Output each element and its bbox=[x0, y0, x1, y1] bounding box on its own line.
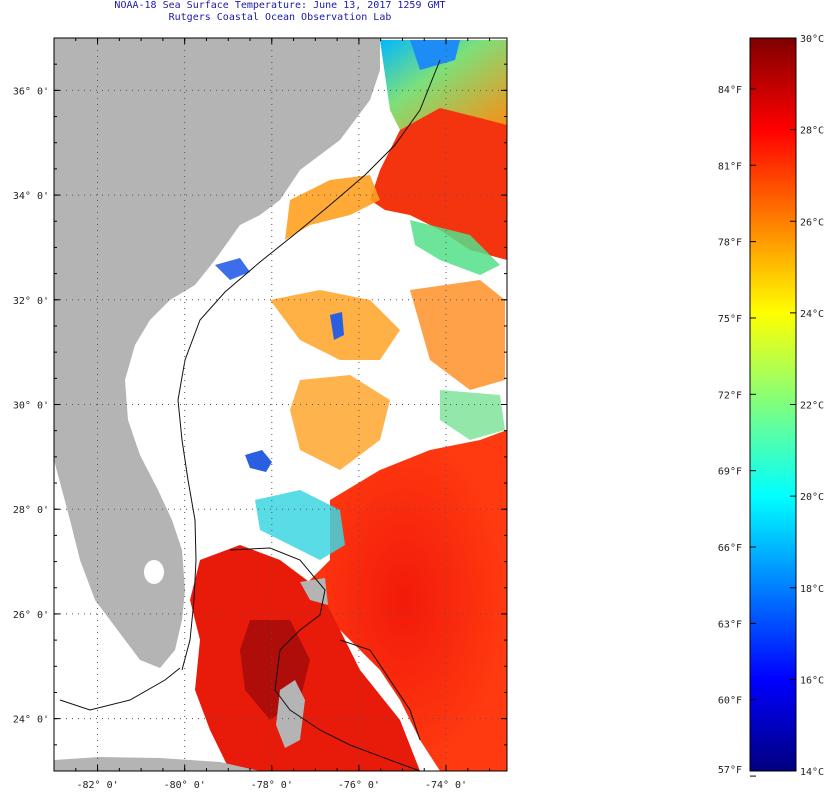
cuba-coast bbox=[54, 757, 260, 771]
bahamas-contour-2 bbox=[339, 639, 421, 741]
fahrenheit-label: 63°F bbox=[718, 619, 742, 630]
map-subtitle: Rutgers Coastal Ocean Observation Lab bbox=[168, 12, 392, 23]
celsius-label: 26°C bbox=[800, 217, 824, 228]
scale-labels: 30°C 28°C 26°C 24°C 22°C 20°C 18°C 16°C 14°C 84°F… bbox=[718, 34, 824, 778]
sst-map: 36° 0' 34° 0' 32° 0' 30° 0' 28° 0' 26° 0' 24° … bbox=[13, 37, 508, 791]
fahrenheit-label: 75°F bbox=[718, 314, 742, 325]
lat-tick-label: 34° 0' bbox=[13, 191, 49, 202]
contour-2 bbox=[59, 667, 181, 711]
sst-region-blue-patch-2 bbox=[330, 312, 344, 340]
fahrenheit-label: 81°F bbox=[718, 161, 742, 172]
celsius-label: 22°C bbox=[800, 401, 824, 412]
lat-tick-label: 28° 0' bbox=[13, 505, 49, 516]
fahrenheit-label: 69°F bbox=[718, 467, 742, 478]
map-title: NOAA-18 Sea Surface Temperature: June 13… bbox=[114, 0, 446, 11]
lat-tick-label: 32° 0' bbox=[13, 296, 49, 307]
lon-tick-label: -80° 0' bbox=[164, 780, 206, 791]
celsius-label: 24°C bbox=[800, 309, 824, 320]
celsius-label: 28°C bbox=[800, 126, 824, 137]
andros-island bbox=[276, 680, 305, 748]
sst-region-gulf-stream-south bbox=[300, 430, 507, 771]
shelf-contour bbox=[177, 59, 441, 671]
celsius-label: 16°C bbox=[800, 675, 824, 686]
sst-region-shelf-warm bbox=[285, 175, 380, 240]
celsius-label: 14°C bbox=[800, 767, 824, 778]
sst-region-green-north bbox=[410, 220, 500, 275]
celsius-label: 18°C bbox=[800, 584, 824, 595]
sst-region-blue-patch-3 bbox=[215, 258, 250, 280]
lat-tick-label: 36° 0' bbox=[13, 86, 49, 97]
lon-tick-label: -76° 0' bbox=[338, 780, 380, 791]
lake-okeechobee bbox=[144, 560, 164, 584]
lon-tick-label: -82° 0' bbox=[76, 780, 118, 791]
lat-tick-label: 24° 0' bbox=[13, 715, 49, 726]
lon-tick-label: -78° 0' bbox=[251, 780, 293, 791]
fahrenheit-label: 60°F bbox=[718, 696, 742, 707]
graticule bbox=[54, 38, 507, 771]
lon-tick-label: -74° 0' bbox=[425, 780, 467, 791]
sst-region-mid-orange2 bbox=[290, 375, 390, 470]
sst-region-blue-north bbox=[410, 40, 460, 70]
sst-layer bbox=[190, 40, 507, 771]
fahrenheit-label: 78°F bbox=[718, 238, 742, 249]
lat-tick-label: 30° 0' bbox=[13, 401, 49, 412]
sst-region-gulf-stream-north bbox=[370, 108, 507, 260]
fahrenheit-label: 84°F bbox=[718, 85, 742, 96]
color-scale-bar bbox=[749, 37, 797, 772]
sst-region-blue-patch-1 bbox=[245, 450, 272, 472]
fahrenheit-label: 57°F bbox=[718, 765, 742, 776]
axes: 36° 0' 34° 0' 32° 0' 30° 0' 28° 0' 26° 0' 24° … bbox=[13, 37, 507, 791]
fahrenheit-label: 72°F bbox=[718, 390, 742, 401]
sst-region-mid-east bbox=[410, 280, 505, 390]
fahrenheit-label: 66°F bbox=[718, 543, 742, 554]
sst-region-north-shelf bbox=[380, 40, 507, 130]
lat-tick-label: 26° 0' bbox=[13, 610, 49, 621]
celsius-label: 30°C bbox=[800, 34, 824, 45]
celsius-label: 20°C bbox=[800, 492, 824, 503]
sst-region-cyan-front bbox=[255, 490, 345, 560]
sst-region-green-mid bbox=[440, 390, 505, 440]
bahamas-contour bbox=[229, 547, 421, 772]
land-mass bbox=[54, 38, 380, 668]
